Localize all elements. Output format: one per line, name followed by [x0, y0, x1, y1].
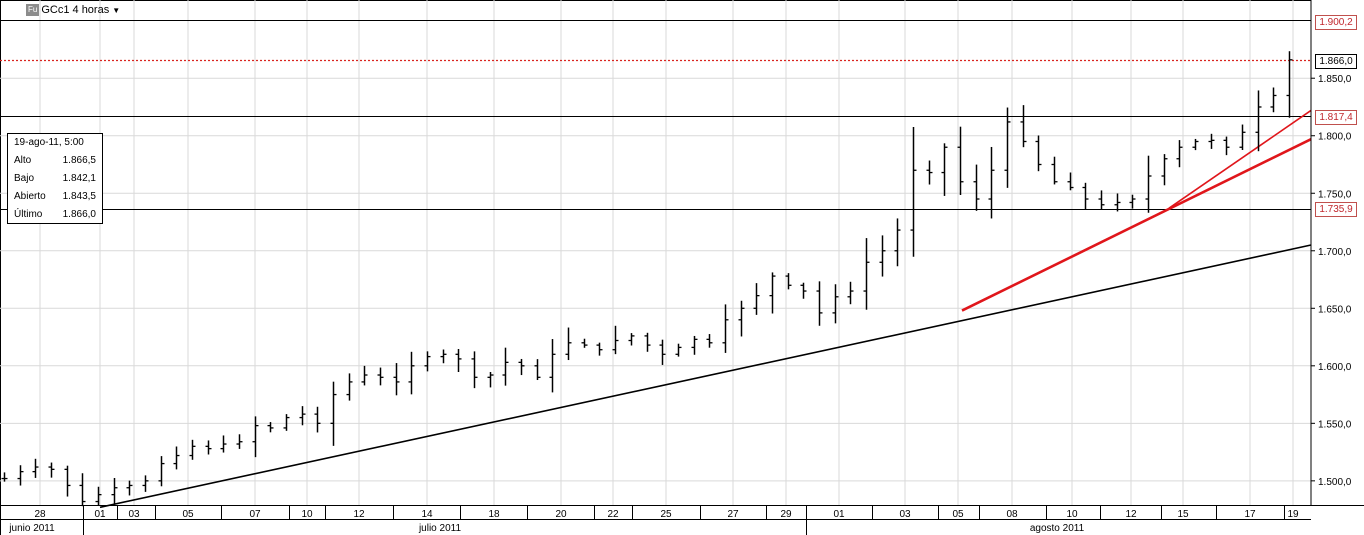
y-tick-label: 1.750,0	[1318, 189, 1352, 200]
data-window-row: Bajo 1.842,1	[8, 169, 102, 187]
y-tick-label: 1.550,0	[1318, 419, 1352, 430]
x-day-label: 12	[1125, 509, 1137, 520]
x-day-label: 19	[1287, 509, 1299, 520]
y-tick-label: 1.500,0	[1318, 477, 1352, 488]
plot-frame	[0, 0, 1312, 506]
y-axis: 1.500,0 1.550,0 1.600,0 1.650,0 1.700,0 1.750…	[1310, 0, 1352, 505]
trendline-red	[1168, 109, 1312, 209]
data-window: 19-ago-11, 5:00 Alto 1.866,5 Bajo 1.842,…	[7, 133, 103, 224]
symbol-selector[interactable]: Fu GCc1 4 horas ▼	[26, 3, 120, 17]
chart-grid	[0, 0, 1312, 506]
x-day-label: 08	[1006, 509, 1018, 520]
x-month-label: agosto 2011	[1030, 523, 1085, 534]
row-value: 1.866,5	[62, 154, 96, 166]
price-label-resistance-top: 1.900,2	[1315, 15, 1357, 30]
x-day-label: 27	[727, 509, 739, 520]
y-tick-label: 1.850,0	[1318, 74, 1352, 85]
x-axis: 28 01 03 05 07 10 12 14 18 20 22 25 27 29 01 03 05 08 10 12…	[0, 505, 1364, 535]
row-label: Último	[14, 208, 43, 220]
x-day-label: 03	[128, 509, 140, 520]
data-window-row: Último 1.866,0	[8, 205, 102, 223]
x-day-label: 18	[488, 509, 500, 520]
price-label-last: 1.866,0	[1315, 54, 1357, 69]
x-month-label: junio 2011	[8, 523, 55, 534]
y-tick-label: 1.700,0	[1318, 247, 1352, 258]
row-value: 1.842,1	[62, 172, 96, 184]
x-day-label: 28	[34, 509, 46, 520]
price-label-resistance-mid: 1.817,4	[1315, 110, 1357, 125]
x-day-label: 20	[555, 509, 567, 520]
data-window-row: Abierto 1.843,5	[8, 187, 102, 205]
row-label: Alto	[14, 154, 32, 166]
data-window-row: Alto 1.866,5	[8, 151, 102, 169]
x-day-label: 25	[660, 509, 672, 520]
x-day-label: 05	[182, 509, 194, 520]
trendline-red	[961, 138, 1312, 312]
chevron-down-icon[interactable]: ▼	[112, 5, 121, 15]
x-day-label: 14	[421, 509, 433, 520]
symbol-label: GCc1 4 horas	[41, 4, 110, 16]
x-day-label: 12	[353, 509, 365, 520]
futures-badge: Fu	[26, 4, 40, 16]
x-day-label: 15	[1177, 509, 1189, 520]
y-tick-label: 1.650,0	[1318, 304, 1352, 315]
x-day-label: 10	[301, 509, 313, 520]
row-label: Abierto	[14, 190, 46, 202]
y-tick-label: 1.600,0	[1318, 362, 1352, 373]
ohlc-bars	[1, 51, 1293, 507]
x-day-label: 22	[607, 509, 619, 520]
row-value: 1.866,0	[62, 208, 96, 220]
horizontal-levels	[0, 20, 1311, 210]
data-window-date: 19-ago-11, 5:00	[14, 137, 84, 148]
x-day-label: 17	[1244, 509, 1256, 520]
y-tick-label: 1.800,0	[1318, 132, 1352, 143]
x-month-label: julio 2011	[418, 523, 462, 534]
x-day-label: 03	[899, 509, 911, 520]
row-value: 1.843,5	[62, 190, 96, 202]
x-day-label: 01	[833, 509, 845, 520]
x-day-label: 01	[94, 509, 106, 520]
x-day-label: 07	[249, 509, 261, 520]
row-label: Bajo	[14, 172, 35, 184]
price-label-support: 1.735,9	[1315, 202, 1357, 217]
x-day-label: 29	[780, 509, 792, 520]
trendline-black	[99, 244, 1312, 509]
trendlines	[99, 109, 1312, 509]
x-day-label: 05	[952, 509, 964, 520]
x-day-label: 10	[1066, 509, 1078, 520]
